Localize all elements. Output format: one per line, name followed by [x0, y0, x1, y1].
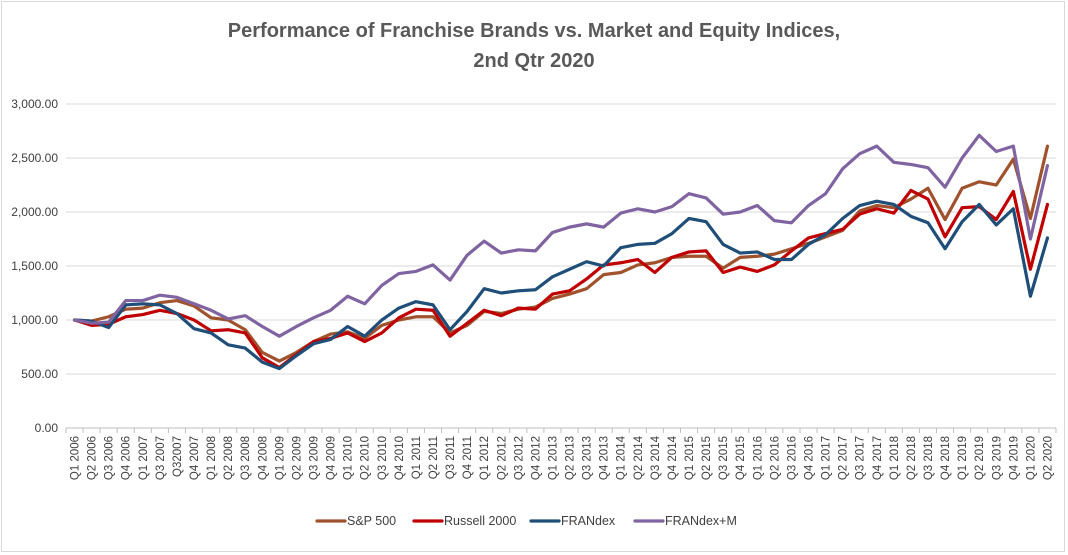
x-tick-label: Q1 2012 — [479, 436, 491, 480]
y-axis-ticks: 0.00 500.00 1,000.00 1,500.00 2,000.00 2,500.… — [11, 97, 58, 435]
y-tick-label: 1,500.00 — [11, 259, 58, 273]
x-tick-label: Q4 2006 — [121, 436, 133, 480]
series-line-russell-2000 — [72, 188, 1050, 370]
x-tick-label: Q3 2015 — [718, 436, 730, 480]
x-tick-label: Q2 2017 — [838, 436, 850, 480]
x-axis-ticks: Q1 2006 Q2 2006 Q3 2006 Q4 2006 Q1 2007 Q3 20… — [65, 427, 1057, 480]
y-tick-label: 500.00 — [21, 367, 58, 381]
y-tick-label: 0.00 — [35, 421, 59, 435]
legend-item-frandex-m: FRANdex+M — [633, 514, 737, 528]
x-tick-label: Q1 2008 — [206, 436, 218, 480]
legend-label: FRANdex+M — [665, 514, 737, 528]
x-tick-label: Q2 2015 — [701, 436, 713, 480]
x-tick-label: Q2 2009 — [291, 436, 303, 480]
x-tick-label: Q1 2020 — [1025, 436, 1037, 480]
series-line-frandex-m — [72, 133, 1050, 338]
x-tick-label: Q4 2007 — [189, 436, 201, 480]
x-tick-label: Q4 2016 — [804, 436, 816, 480]
x-tick-label: Q1 2006 — [70, 436, 82, 480]
x-tick-label: Q4 2015 — [735, 436, 747, 480]
x-tick-label: Q3 2006 — [104, 436, 116, 480]
x-tick-label: Q2 2018 — [906, 436, 918, 480]
x-tick-label: Q3 2019 — [991, 436, 1003, 480]
legend-label: Russell 2000 — [444, 514, 516, 528]
legend-item-russell-2000: Russell 2000 — [412, 514, 516, 528]
y-tick-label: 2,000.00 — [11, 205, 58, 219]
x-tick-label: Q3 2013 — [582, 436, 594, 480]
legend-item-frandex: FRANdex — [529, 514, 616, 528]
x-tick-label: Q2 2013 — [565, 436, 577, 480]
y-tick-label: 2,500.00 — [11, 151, 58, 165]
x-tick-label: Q1 2018 — [889, 436, 901, 480]
chart-title-line-1: Performance of Franchise Brands vs. Mark… — [227, 20, 841, 42]
x-tick-label: Q1 2015 — [684, 436, 696, 480]
x-tick-label: Q2 2019 — [974, 436, 986, 480]
y-tick-label: 3,000.00 — [11, 97, 58, 111]
x-tick-label: Q1 2011 — [411, 436, 423, 479]
x-tick-label: Q3 2017 — [855, 436, 867, 480]
x-tick-label: Q3 2008 — [240, 436, 252, 480]
x-tick-label: Q4 2009 — [326, 436, 338, 480]
x-tick-label: Q3 2009 — [309, 436, 321, 480]
legend-label: S&P 500 — [347, 514, 396, 528]
x-tick-label: Q3 2016 — [786, 436, 798, 480]
x-tick-label: Q3 2007 — [155, 436, 167, 480]
series-line-frandex — [72, 199, 1050, 371]
x-tick-label: Q4 2014 — [667, 435, 679, 480]
x-tick-label: Q1 2016 — [752, 436, 764, 480]
x-tick-label: Q2 2020 — [1042, 436, 1054, 480]
series-lines — [72, 133, 1050, 371]
x-tick-label: Q3 2018 — [923, 436, 935, 480]
gridlines — [66, 103, 1056, 429]
x-tick-label: Q3 2010 — [377, 436, 389, 480]
x-tick-label: Q4 2018 — [940, 436, 952, 480]
chart-title: Performance of Franchise Brands vs. Mark… — [2, 16, 1066, 76]
x-tick-label: Q1 2017 — [821, 436, 833, 480]
x-tick-label: Q32007 — [172, 436, 184, 477]
x-tick-label: Q2 2006 — [87, 436, 99, 480]
x-tick-label: Q2 2010 — [360, 436, 372, 480]
x-tick-label: Q1 2019 — [957, 436, 969, 480]
x-tick-label: Q3 2012 — [513, 436, 525, 480]
series-line-s-p-500 — [72, 144, 1050, 363]
legend-item-s-p-500: S&P 500 — [315, 514, 396, 528]
x-tick-label: Q1 2014 — [616, 435, 628, 480]
x-tick-label: Q4 2017 — [872, 436, 884, 480]
x-tick-label: Q1 2007 — [138, 436, 150, 480]
x-tick-label: Q3 2011 — [445, 436, 457, 479]
x-tick-label: Q4 2011 — [462, 436, 474, 479]
x-tick-label: Q3 2014 — [650, 435, 662, 480]
x-tick-label: Q1 2010 — [343, 436, 355, 480]
x-tick-label: Q2 2011 — [428, 436, 440, 479]
x-tick-label: Q4 2012 — [530, 436, 542, 480]
legend-label: FRANdex — [561, 514, 616, 528]
x-tick-label: Q4 2013 — [599, 436, 611, 480]
x-tick-label: Q2 2008 — [223, 436, 235, 480]
x-tick-label: Q1 2013 — [547, 436, 559, 480]
x-tick-label: Q2 2014 — [633, 435, 645, 480]
x-tick-label: Q4 2008 — [257, 436, 269, 480]
x-tick-label: Q2 2016 — [769, 436, 781, 480]
x-tick-label: Q1 2009 — [274, 436, 286, 480]
x-tick-label: Q4 2019 — [1008, 436, 1020, 480]
chart-title-line-2: 2nd Qtr 2020 — [473, 50, 595, 72]
y-tick-label: 1,000.00 — [11, 313, 58, 327]
legend: S&P 500 Russell 2000 FRANdex FRANdex+M — [315, 514, 737, 528]
x-tick-label: Q4 2010 — [394, 436, 406, 480]
x-tick-label: Q2 2012 — [496, 436, 508, 480]
